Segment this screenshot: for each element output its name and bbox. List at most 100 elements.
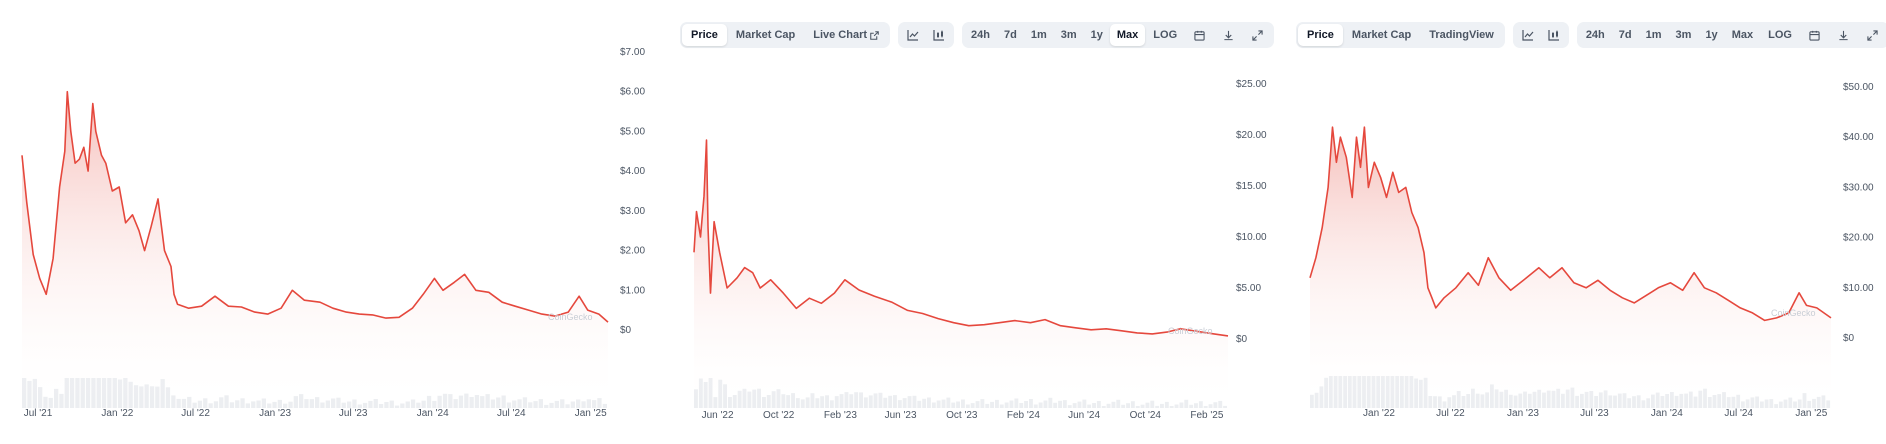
expand-button[interactable] <box>1858 24 1886 46</box>
line-chart-icon <box>1522 29 1534 41</box>
x-tick-label: Jan '25 <box>1795 408 1827 419</box>
price-chart[interactable]: CoinGecko $7.00 $6.00 $5.00 $4.00 $3.00 $2.00 $… <box>0 0 668 444</box>
log-scale-button[interactable]: LOG <box>1768 29 1792 41</box>
range-max[interactable]: Max <box>1731 29 1754 41</box>
range-24h[interactable]: 24h <box>971 29 990 41</box>
tab-label: Market Cap <box>1351 29 1412 41</box>
expand-icon <box>1867 29 1878 41</box>
tab-tradingview[interactable]: TradingView <box>1420 24 1503 46</box>
candlestick-chart-button[interactable] <box>926 24 952 46</box>
y-tick-label: $10.00 <box>1843 283 1874 294</box>
range-7d[interactable]: 7d <box>1618 29 1632 41</box>
calendar-icon <box>1809 30 1820 41</box>
chart-style-toggle <box>1512 22 1569 48</box>
tab-label: Price <box>1307 29 1334 41</box>
y-tick-label: $50.00 <box>1843 82 1874 93</box>
y-tick-label: $10.00 <box>1236 232 1267 243</box>
calendar-button[interactable] <box>1185 24 1214 46</box>
time-range-selector: 24h 7d 1m 3m 1y Max LOG <box>1576 22 1886 48</box>
chart-type-tabs: Price Market Cap TradingView <box>1296 22 1505 48</box>
price-line <box>693 139 1229 337</box>
tab-label: TradingView <box>1429 29 1494 41</box>
tab-price[interactable]: Price <box>682 24 727 46</box>
y-tick-label: $40.00 <box>1843 132 1874 143</box>
x-tick-label: Feb '25 <box>1190 410 1223 421</box>
x-tick-label: Jul '24 <box>1724 408 1753 419</box>
y-tick-label: $20.00 <box>1843 233 1874 244</box>
calendar-button[interactable] <box>1800 24 1829 46</box>
price-line <box>1309 126 1832 322</box>
range-1y[interactable]: 1y <box>1090 29 1103 41</box>
line-chart-button[interactable] <box>900 24 926 46</box>
price-area <box>1310 127 1831 408</box>
x-tick-label: Jan '23 <box>1507 408 1539 419</box>
x-tick-label: Jun '22 <box>702 410 734 421</box>
y-tick-label: $20.00 <box>1236 130 1267 141</box>
y-tick-label: $5.00 <box>620 126 645 137</box>
range-3m[interactable]: 3m <box>1060 29 1077 41</box>
chart-toolbar: Price Market Cap Live Chart 24h 7d 1m 3m 1y Max L… <box>680 22 1282 48</box>
x-tick-label: Jan '25 <box>575 408 607 419</box>
download-button[interactable] <box>1214 24 1243 46</box>
tab-price[interactable]: Price <box>1298 24 1343 46</box>
download-icon <box>1838 30 1849 41</box>
x-tick-label: Feb '24 <box>1007 410 1040 421</box>
x-tick-label: Jan '22 <box>101 408 133 419</box>
x-tick-label: Jul '22 <box>1436 408 1465 419</box>
chart-toolbar: Price Market Cap TradingView 24h 7d 1m 3m 1y Max… <box>1296 22 1886 48</box>
chart-panel-2: Price Market Cap Live Chart 24h 7d 1m 3m 1y Max L… <box>680 0 1280 444</box>
log-scale-button[interactable]: LOG <box>1153 29 1178 41</box>
price-chart[interactable]: CoinGecko $50.00 $40.00 $30.00 $20.00 $10.00 $… <box>1296 0 1886 444</box>
time-range-selector: 24h 7d 1m 3m 1y Max LOG <box>962 22 1275 48</box>
x-tick-label: Feb '23 <box>824 410 857 421</box>
range-24h[interactable]: 24h <box>1585 29 1605 41</box>
coingecko-watermark: CoinGecko <box>1771 308 1816 318</box>
y-tick-label: $2.00 <box>620 246 645 257</box>
x-tick-label: Jan '24 <box>417 408 449 419</box>
y-tick-label: $25.00 <box>1236 79 1267 90</box>
line-chart-button[interactable] <box>1515 24 1541 46</box>
expand-icon <box>1252 29 1263 41</box>
y-tick-label: $3.00 <box>620 206 645 217</box>
tab-label: Market Cap <box>735 29 796 41</box>
tab-label: Live Chart <box>813 29 868 41</box>
tab-market-cap[interactable]: Market Cap <box>1343 24 1420 46</box>
x-tick-label: Jun '23 <box>885 410 917 421</box>
y-tick-label: $0 <box>620 325 632 336</box>
x-tick-label: Oct '24 <box>1130 410 1162 421</box>
range-1m[interactable]: 1m <box>1645 29 1662 41</box>
range-3m[interactable]: 3m <box>1675 29 1692 41</box>
candlestick-chart-icon <box>1548 29 1560 41</box>
chart-style-toggle <box>898 22 955 48</box>
tab-label: Price <box>691 29 718 41</box>
price-chart[interactable]: CoinGecko $25.00 $20.00 $15.00 $10.00 $5.00 $0… <box>680 0 1280 444</box>
y-tick-label: $4.00 <box>620 166 645 177</box>
range-max[interactable]: Max <box>1109 24 1146 46</box>
range-7d[interactable]: 7d <box>1003 29 1017 41</box>
chart-type-tabs: Price Market Cap Live Chart <box>680 22 891 48</box>
range-1y[interactable]: 1y <box>1705 29 1718 41</box>
line-chart-icon <box>907 29 919 41</box>
y-tick-label: $30.00 <box>1843 182 1874 193</box>
calendar-icon <box>1194 30 1205 41</box>
price-area <box>22 91 608 408</box>
y-tick-label: $7.00 <box>620 47 645 58</box>
x-tick-label: Jul '23 <box>339 408 368 419</box>
expand-button[interactable] <box>1243 24 1272 46</box>
tab-market-cap[interactable]: Market Cap <box>727 24 804 46</box>
range-1m[interactable]: 1m <box>1030 29 1047 41</box>
price-area <box>694 140 1228 408</box>
coingecko-watermark: CoinGecko <box>1168 326 1213 336</box>
y-tick-label: $1.00 <box>620 285 645 296</box>
candlestick-chart-button[interactable] <box>1541 24 1567 46</box>
tab-live-chart[interactable]: Live Chart <box>804 24 888 46</box>
x-tick-label: Jul '21 <box>24 408 53 419</box>
download-button[interactable] <box>1829 24 1858 46</box>
y-tick-label: $15.00 <box>1236 181 1267 192</box>
x-tick-label: Jan '22 <box>1363 408 1395 419</box>
price-line <box>21 90 609 323</box>
x-tick-label: Jan '23 <box>259 408 291 419</box>
y-tick-label: $6.00 <box>620 87 645 98</box>
chart-panel-1: CoinGecko $7.00 $6.00 $5.00 $4.00 $3.00 $2.00 $… <box>0 0 668 444</box>
coingecko-watermark: CoinGecko <box>548 312 593 322</box>
